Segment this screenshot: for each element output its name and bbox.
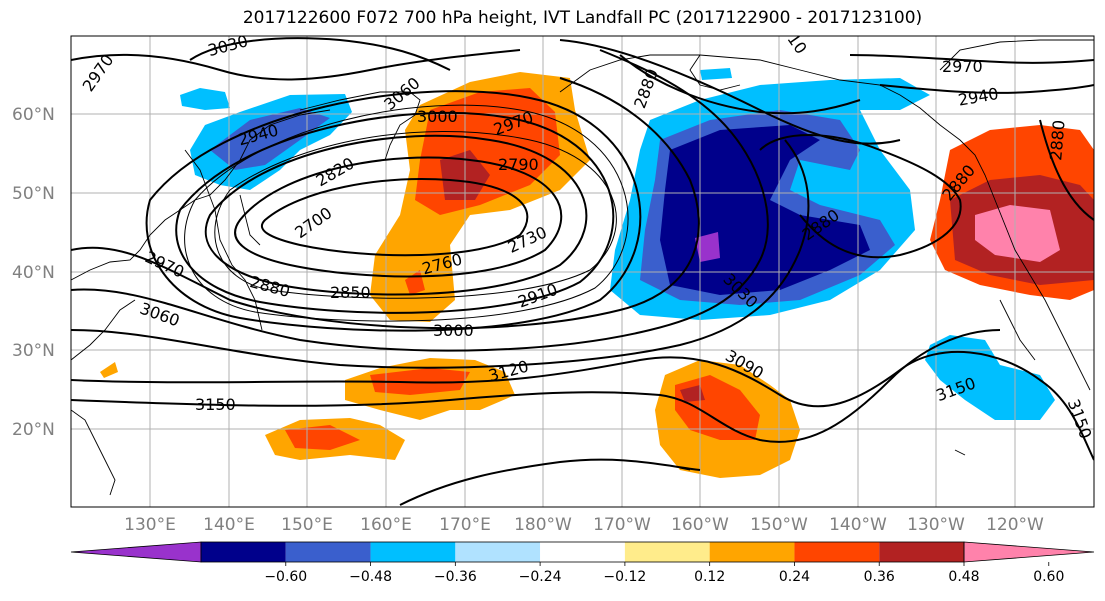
map-title: 2017122600 F072 700 hPa height, IVT Land… bbox=[242, 8, 923, 28]
height-contours bbox=[71, 37, 1094, 506]
negative-patch bbox=[925, 335, 1055, 420]
lon-label: 170°E bbox=[439, 515, 491, 535]
contour-label: 3000 bbox=[417, 107, 458, 126]
colorbar-tick-label: −0.48 bbox=[349, 569, 392, 585]
colorbar-tick-label: −0.36 bbox=[434, 569, 477, 585]
contour-label: 3150 bbox=[195, 395, 236, 414]
colorbar-tick-label: −0.24 bbox=[519, 569, 562, 585]
lon-label: 160°E bbox=[360, 515, 412, 535]
lon-label: 160°W bbox=[671, 515, 729, 535]
colorbar-segment bbox=[370, 542, 456, 562]
lat-label: 50°N bbox=[12, 184, 55, 204]
colorbar-tick-label: −0.60 bbox=[264, 569, 307, 585]
lon-label: 140°W bbox=[829, 515, 887, 535]
latitude-labels: 60°N 50°N 40°N 30°N 20°N bbox=[12, 105, 55, 440]
colorbar-tick-label: 0.48 bbox=[948, 569, 979, 585]
colorbar-segment bbox=[455, 542, 541, 562]
lon-label: 130°E bbox=[124, 515, 176, 535]
contour-label: 2880 bbox=[1046, 119, 1068, 161]
colorbar-segment bbox=[624, 542, 710, 562]
colorbar-segment bbox=[709, 542, 795, 562]
positive-patch bbox=[285, 425, 360, 450]
lon-label: 150°W bbox=[750, 515, 808, 535]
height-contours-thin bbox=[184, 104, 629, 322]
lat-label: 40°N bbox=[12, 263, 55, 283]
contour-label: 2790 bbox=[498, 155, 539, 174]
colorbar-segment bbox=[794, 542, 880, 562]
colorbar-extend-high bbox=[963, 541, 1095, 563]
colorbar-segment bbox=[285, 542, 371, 562]
lon-label: 140°E bbox=[203, 515, 255, 535]
colorbar-tick-label: 0.36 bbox=[864, 569, 895, 585]
contour-label: 2970 bbox=[942, 57, 983, 76]
colorbar-tick-label: 0.24 bbox=[779, 569, 810, 585]
colorbar-segment bbox=[201, 542, 286, 562]
lon-label: 180°W bbox=[514, 515, 572, 535]
contour-label: 2850 bbox=[330, 283, 371, 302]
colorbar-tick-label: 0.12 bbox=[694, 569, 725, 585]
positive-patch bbox=[100, 362, 118, 378]
colorbar: −0.60 −0.48 −0.36 −0.24 −0.12 0.12 0.24 0.36 0.4… bbox=[70, 541, 1095, 585]
lon-label: 170°W bbox=[593, 515, 651, 535]
lat-label: 30°N bbox=[12, 341, 55, 361]
graticule bbox=[71, 36, 1094, 507]
colorbar-segment bbox=[540, 542, 625, 562]
lat-label: 20°N bbox=[12, 420, 55, 440]
positive-patch bbox=[975, 205, 1060, 262]
longitude-labels: 130°E 140°E 150°E 160°E 170°E 180°W 170°… bbox=[124, 515, 1044, 535]
colorbar-tick-label: 0.60 bbox=[1033, 569, 1064, 585]
lon-label: 150°E bbox=[281, 515, 333, 535]
colorbar-segment bbox=[879, 542, 964, 562]
colorbar-tick-label: −0.12 bbox=[603, 569, 646, 585]
negative-patch bbox=[695, 232, 720, 262]
negative-patch bbox=[180, 88, 230, 110]
positive-patch bbox=[680, 385, 705, 402]
negative-patch bbox=[700, 68, 732, 80]
lat-label: 60°N bbox=[12, 105, 55, 125]
lon-label: 130°W bbox=[907, 515, 965, 535]
colorbar-extend-low bbox=[70, 541, 202, 563]
negative-patch bbox=[210, 108, 330, 170]
colorbar-outline bbox=[200, 541, 965, 563]
map-border bbox=[70, 35, 1095, 508]
lon-label: 120°W bbox=[986, 515, 1044, 535]
contour-label: 3000 bbox=[433, 321, 474, 340]
